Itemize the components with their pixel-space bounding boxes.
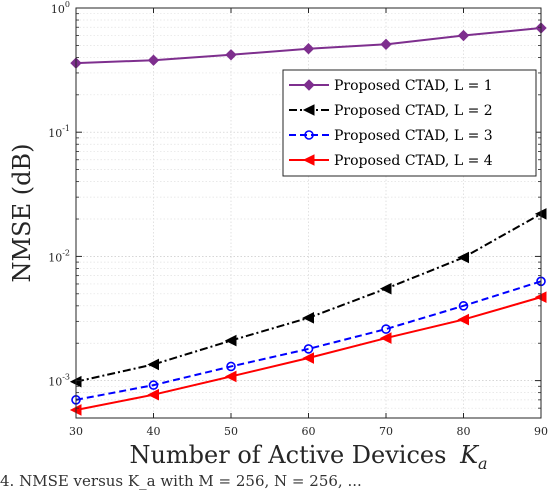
x-tick-label: 90 xyxy=(534,425,548,438)
y-axis-label: NMSE (dB) xyxy=(8,144,36,283)
x-tick-label: 70 xyxy=(379,425,393,438)
legend-marker xyxy=(302,154,315,166)
legend: Proposed CTAD, L = 1 Proposed CTAD, L = 2… xyxy=(282,69,537,177)
legend-marker xyxy=(303,79,315,91)
data-point xyxy=(457,251,469,264)
data-point xyxy=(379,332,392,344)
legend-label: Proposed CTAD, L = 3 xyxy=(334,128,493,144)
x-axis: 30 40 50 60 70 80 90 xyxy=(69,8,548,438)
data-point xyxy=(226,361,236,372)
series-4 xyxy=(69,291,547,416)
legend-box xyxy=(282,69,537,177)
legend-item: Proposed CTAD, L = 1 xyxy=(289,78,493,94)
data-point xyxy=(148,380,159,390)
data-point xyxy=(303,344,314,354)
y-tick-base: 10 xyxy=(51,3,65,16)
legend-label: Proposed CTAD, L = 1 xyxy=(334,78,493,94)
data-point xyxy=(458,301,469,311)
data-point xyxy=(147,358,159,371)
x-tick-label: 50 xyxy=(224,425,238,438)
series-layer xyxy=(69,22,547,416)
data-point xyxy=(457,29,470,42)
legend-item: Proposed CTAD, L = 3 xyxy=(289,128,493,144)
x-tick-label: 40 xyxy=(147,425,161,438)
x-tick-label: 80 xyxy=(457,425,471,438)
legend-item: Proposed CTAD, L = 4 xyxy=(289,153,493,169)
legend-item: Proposed CTAD, L = 2 xyxy=(289,103,493,119)
data-point xyxy=(224,334,237,347)
x-tick-label: 30 xyxy=(69,425,83,438)
data-point xyxy=(379,282,392,295)
data-point xyxy=(381,324,391,334)
data-point xyxy=(457,313,469,326)
y-tick-exponent: 0 xyxy=(65,0,70,9)
y-tick-label: 10-3 xyxy=(48,373,70,389)
y-tick-exponent: -2 xyxy=(62,248,70,257)
x-axis-label-symbol: K xyxy=(459,441,480,469)
series-1 xyxy=(70,22,547,69)
x-axis-label: Number of Active Devices Ka xyxy=(129,441,487,472)
legend-label: Proposed CTAD, L = 4 xyxy=(334,153,493,169)
legend-marker xyxy=(302,104,315,116)
y-tick-base: 10 xyxy=(48,376,62,389)
y-tick-exponent: -1 xyxy=(62,124,70,133)
y-tick-base: 10 xyxy=(48,251,62,264)
x-axis-label-text: Number of Active Devices xyxy=(129,441,446,469)
data-point xyxy=(147,388,159,401)
data-point xyxy=(302,312,314,324)
y-tick-exponent: -3 xyxy=(62,373,70,382)
data-point xyxy=(380,38,392,51)
legend-label: Proposed CTAD, L = 2 xyxy=(334,103,493,119)
figure-caption: 4. NMSE versus K_a with M = 256, N = 256… xyxy=(0,472,362,490)
data-point xyxy=(302,43,315,55)
data-point xyxy=(225,49,237,61)
y-tick-label: 10-2 xyxy=(48,248,70,264)
data-point xyxy=(147,54,160,66)
y-tick-base: 10 xyxy=(48,127,62,140)
series-line xyxy=(75,280,542,401)
y-tick-label: 100 xyxy=(51,0,70,16)
x-axis-label-subscript: a xyxy=(478,454,488,472)
data-point xyxy=(224,370,237,383)
data-point xyxy=(302,352,314,364)
y-tick-label: 10-1 xyxy=(48,124,70,140)
legend-marker xyxy=(304,130,314,140)
x-tick-label: 60 xyxy=(302,425,316,438)
series-3 xyxy=(71,276,546,405)
